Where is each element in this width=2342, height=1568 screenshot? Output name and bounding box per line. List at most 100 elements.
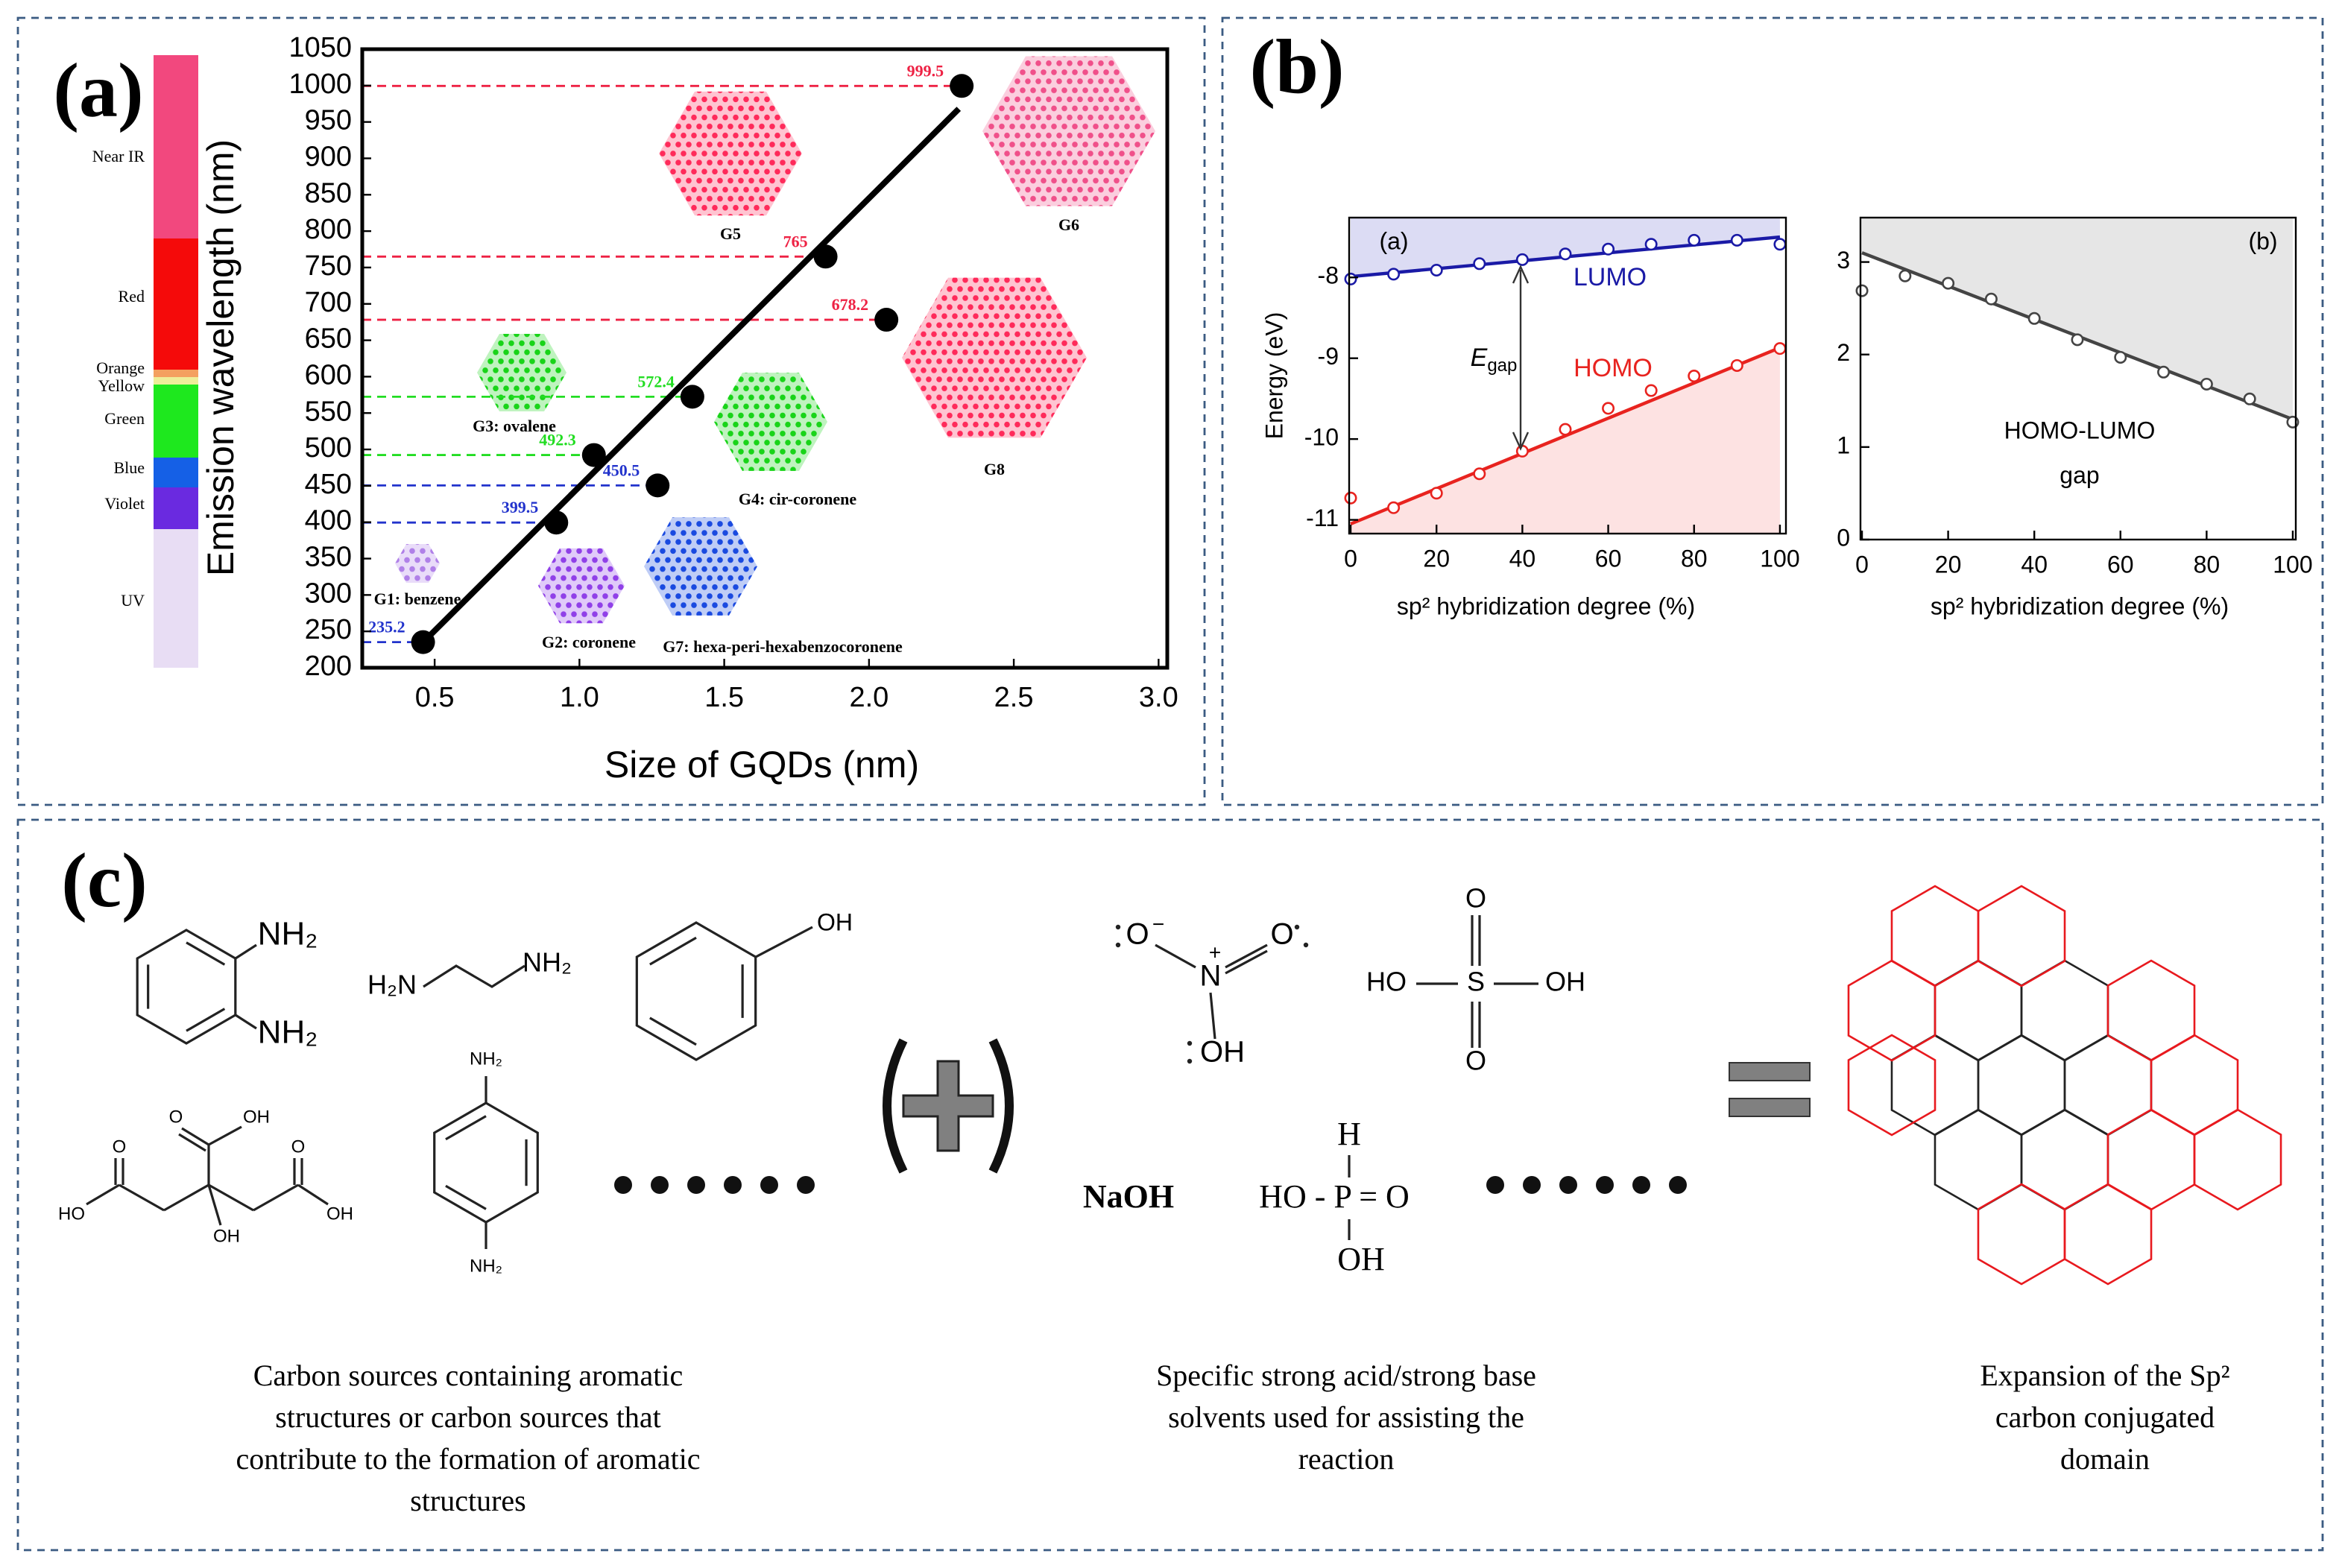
atom-label: S bbox=[1467, 967, 1485, 997]
data-point bbox=[1602, 242, 1615, 256]
molecule-lattice bbox=[538, 548, 625, 624]
ellipsis-dot bbox=[724, 1176, 742, 1194]
caption: contribute to the formation of aromatic bbox=[236, 1442, 700, 1476]
y-tick-label: 900 bbox=[305, 142, 352, 173]
lattice-hexagon bbox=[2020, 1108, 2109, 1211]
atom-label: OH bbox=[243, 1107, 270, 1127]
atom-label: O bbox=[1465, 1046, 1486, 1076]
molecule-lattice bbox=[982, 56, 1155, 206]
value-label: 765 bbox=[783, 232, 808, 250]
molecule-lattice bbox=[477, 334, 566, 411]
shaded-region bbox=[1862, 218, 2293, 420]
y-tick-label: -9 bbox=[1318, 343, 1339, 370]
data-point bbox=[2243, 392, 2256, 405]
data-point bbox=[1473, 467, 1486, 481]
panel-frame bbox=[16, 818, 2324, 1552]
fit-line bbox=[1350, 346, 1781, 526]
bond bbox=[297, 1183, 329, 1206]
annotation: gap bbox=[2059, 461, 2099, 488]
x-tick-label: 1.5 bbox=[704, 682, 744, 713]
paren bbox=[988, 1038, 1014, 1174]
atom-label: HO - P = O bbox=[1259, 1178, 1410, 1215]
data-point bbox=[2157, 365, 2171, 379]
ellipsis-dot bbox=[1669, 1176, 1687, 1194]
x-tick-label: 2.0 bbox=[849, 682, 888, 713]
data-point bbox=[1898, 269, 1912, 282]
bond bbox=[1209, 992, 1216, 1040]
spectrum-label: Violet bbox=[104, 494, 145, 513]
data-point bbox=[1559, 247, 1572, 261]
plot-frame bbox=[1348, 216, 1787, 535]
bond bbox=[119, 1183, 165, 1212]
caption: Carbon sources containing aromatic bbox=[253, 1359, 683, 1392]
y-tick-label: 250 bbox=[305, 614, 352, 645]
fit-line bbox=[420, 107, 962, 645]
atom-label: OH bbox=[817, 908, 853, 935]
lattice-hexagon bbox=[2063, 1183, 2153, 1286]
data-point bbox=[1688, 233, 1701, 247]
ring bbox=[433, 1101, 539, 1224]
ellipsis-dot bbox=[1486, 1176, 1504, 1194]
molecule-label: G3: ovalene bbox=[473, 417, 556, 435]
spectrum-band bbox=[154, 487, 198, 529]
y-tick-label: 1 bbox=[1837, 431, 1850, 458]
x-axis-label: sp² hybridization degree (%) bbox=[1931, 592, 2229, 619]
y-tick-label: 700 bbox=[305, 287, 352, 318]
data-point bbox=[646, 473, 670, 498]
equals-bar bbox=[1729, 1062, 1811, 1081]
atom-label: OH bbox=[326, 1204, 353, 1224]
atom-label: OH bbox=[1545, 967, 1585, 997]
y-tick-label: 0 bbox=[1837, 524, 1850, 551]
bond bbox=[186, 1008, 226, 1032]
data-point bbox=[2200, 377, 2213, 391]
lone-pair bbox=[1294, 924, 1300, 930]
ellipsis-dot bbox=[1523, 1176, 1541, 1194]
bond bbox=[186, 941, 226, 966]
data-point bbox=[1773, 238, 1787, 251]
x-tick-label: 40 bbox=[2021, 551, 2048, 578]
atom-label: − bbox=[1152, 912, 1164, 935]
molecule-lattice bbox=[659, 91, 802, 216]
atom-label: N bbox=[1200, 960, 1222, 993]
data-point bbox=[1730, 358, 1743, 372]
data-point bbox=[1559, 423, 1572, 436]
molecule-lattice bbox=[644, 517, 757, 616]
y-tick-label: 650 bbox=[305, 323, 352, 355]
bond bbox=[649, 936, 697, 966]
gap-label: Egap bbox=[1471, 344, 1518, 376]
x-tick-label: 60 bbox=[2107, 551, 2134, 578]
lattice-hexagon bbox=[2106, 959, 2196, 1062]
data-point bbox=[1473, 257, 1486, 271]
panel-frame bbox=[1221, 16, 2324, 806]
data-point bbox=[813, 244, 838, 269]
shaded-region bbox=[1351, 218, 1780, 277]
bond bbox=[445, 1184, 487, 1210]
y-tick-label: 350 bbox=[305, 542, 352, 573]
data-point bbox=[544, 510, 569, 535]
x-tick-label: 100 bbox=[2273, 551, 2312, 578]
y-tick-label: 600 bbox=[305, 359, 352, 391]
caption: carbon conjugated bbox=[1995, 1400, 2215, 1434]
lattice-hexagon bbox=[1847, 959, 1937, 1062]
lone-pair bbox=[1303, 942, 1309, 948]
lattice-hexagon bbox=[1977, 1034, 2066, 1137]
spectrum-label: Near IR bbox=[92, 147, 145, 165]
y-axis-label: Emission wavelength (nm) bbox=[200, 139, 242, 576]
y-tick-label: 200 bbox=[305, 651, 352, 682]
y-tick-label: 2 bbox=[1837, 339, 1850, 366]
atom-label: O bbox=[113, 1137, 127, 1157]
lattice-hexagon bbox=[2150, 1034, 2239, 1137]
spectrum-band bbox=[154, 238, 198, 370]
caption: solvents used for assisting the bbox=[1168, 1400, 1524, 1434]
data-point bbox=[1515, 253, 1529, 266]
data-point bbox=[1942, 276, 1955, 290]
bond bbox=[207, 1184, 222, 1226]
gap-sub: gap bbox=[1487, 355, 1517, 376]
data-point bbox=[1387, 501, 1401, 514]
x-tick-label: 2.5 bbox=[994, 682, 1034, 713]
ellipsis-dot bbox=[760, 1176, 778, 1194]
molecule-lattice bbox=[395, 544, 440, 583]
panel-label: (a) bbox=[53, 48, 143, 133]
bond bbox=[755, 926, 813, 958]
data-point bbox=[2114, 350, 2127, 364]
